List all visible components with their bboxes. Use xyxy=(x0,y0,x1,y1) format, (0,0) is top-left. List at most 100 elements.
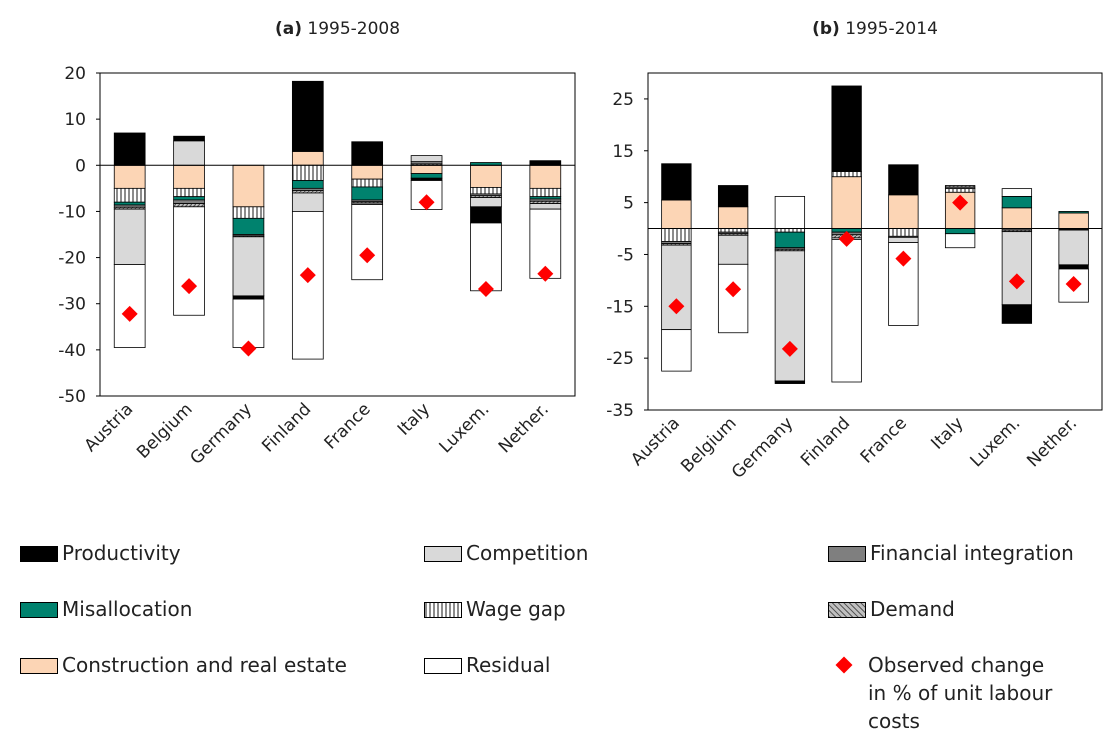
bar-segment xyxy=(944,188,976,193)
y-tick-label: -50 xyxy=(58,387,86,407)
observed-marker xyxy=(477,280,494,297)
bar-segment xyxy=(410,164,443,174)
bar-segment xyxy=(410,173,443,179)
bar-segment xyxy=(1058,264,1089,270)
bar-segment xyxy=(232,295,265,300)
bar-segment xyxy=(1001,207,1033,229)
legend-swatch xyxy=(828,602,866,618)
bar-segment xyxy=(661,244,692,331)
legend-label: Construction and real estate xyxy=(62,653,347,677)
observed-marker xyxy=(240,340,257,357)
bar-segment xyxy=(291,211,324,360)
y-tick-label: -40 xyxy=(58,341,86,361)
bar-segment xyxy=(351,164,384,180)
panel-period: 1995-2008 xyxy=(307,19,400,39)
legend-item: Observed change in % of unit labour cost… xyxy=(828,651,1068,735)
y-tick-label: -15 xyxy=(606,297,634,317)
bar-segment xyxy=(717,206,749,229)
observed-marker xyxy=(418,194,435,211)
bar-segment xyxy=(529,160,562,166)
bar-segment xyxy=(173,140,205,166)
x-tick-label: Nether. xyxy=(495,399,553,457)
bar-segment xyxy=(351,178,384,188)
bar-segment xyxy=(291,151,324,166)
chart-title: (b) 1995-2014 xyxy=(812,19,938,39)
bar-segment xyxy=(173,187,205,198)
x-tick-label: Germany xyxy=(728,413,797,482)
observed-marker xyxy=(537,265,554,282)
bar-segment xyxy=(1001,195,1033,209)
bar-segment xyxy=(831,85,862,172)
bar-segment xyxy=(113,201,146,206)
bar-segment xyxy=(291,80,324,152)
bar-segment xyxy=(351,204,384,281)
y-tick-label: -10 xyxy=(58,202,86,222)
legend-item: Misallocation xyxy=(20,595,192,623)
page: (a) 1995-2008 -50 -40 -30 -20 -10 0 10 20 Austria… xyxy=(20,19,1103,733)
bar-segment xyxy=(173,206,205,316)
legend-label: Competition xyxy=(466,541,589,565)
legend-label: Productivity xyxy=(62,541,181,565)
legend-item: Financial integration xyxy=(828,539,1074,567)
bar-segment xyxy=(470,206,502,224)
y-tick-label: 25 xyxy=(612,90,634,110)
bar-segment xyxy=(1058,211,1089,214)
bar-segment xyxy=(944,185,976,188)
bar-segment xyxy=(232,236,265,297)
bar-segment xyxy=(717,228,749,233)
bar-segment xyxy=(529,164,562,189)
bar-segment xyxy=(291,164,324,181)
panel-label: (a) xyxy=(275,19,302,39)
bar-segment xyxy=(351,186,384,201)
bar-segment xyxy=(888,236,919,243)
bar-segment xyxy=(717,263,749,334)
legend-label: Observed change in % of unit labour cost… xyxy=(868,653,1053,733)
legend-swatch xyxy=(20,658,58,674)
legend-swatch xyxy=(20,546,58,562)
bar-segment xyxy=(888,164,919,196)
bar-segment xyxy=(831,171,862,178)
bar-segment xyxy=(113,164,146,189)
observed-marker xyxy=(1008,273,1025,290)
bar-segment xyxy=(831,176,862,229)
bar-segment xyxy=(888,194,919,229)
bar-segment xyxy=(774,228,806,233)
legend-swatch xyxy=(424,602,462,618)
bar-segment xyxy=(291,180,324,189)
legend-label: Misallocation xyxy=(62,597,193,621)
plot-frame xyxy=(99,72,576,397)
y-tick-label: 15 xyxy=(612,142,634,162)
bar-segment xyxy=(1001,231,1033,306)
legend-marker xyxy=(835,656,853,674)
legend-label: Demand xyxy=(870,597,955,621)
legend-label: Financial integration xyxy=(870,541,1074,565)
legend-swatch xyxy=(424,546,462,562)
bar-segment xyxy=(529,187,562,198)
x-tick-label: France xyxy=(857,413,911,467)
y-tick-label: 10 xyxy=(64,110,86,130)
bar-segment xyxy=(774,250,806,382)
y-tick-label: -25 xyxy=(606,349,634,369)
bar-segment xyxy=(173,164,205,189)
y-tick-label: 20 xyxy=(64,64,86,84)
x-tick-label: Germany xyxy=(187,399,256,468)
legend-swatch xyxy=(424,658,462,674)
bar-segment xyxy=(944,228,976,235)
bar-segment xyxy=(774,195,806,229)
bar-segment xyxy=(774,231,806,249)
bar-segment xyxy=(470,187,502,195)
bar-segment xyxy=(470,222,502,292)
bar-segment xyxy=(173,199,205,204)
observed-marker xyxy=(1065,276,1082,293)
observed-marker xyxy=(781,340,798,357)
bar-segment xyxy=(661,199,692,229)
bar-segment xyxy=(1001,304,1033,324)
bar-segment xyxy=(113,187,146,203)
observed-marker xyxy=(299,267,316,284)
bar-segment xyxy=(410,155,443,162)
legend-item: Productivity xyxy=(20,539,181,567)
bar-segment xyxy=(661,163,692,201)
x-tick-label: Austria xyxy=(627,413,684,470)
bar-segment xyxy=(232,217,265,235)
bar-segment xyxy=(529,203,562,210)
